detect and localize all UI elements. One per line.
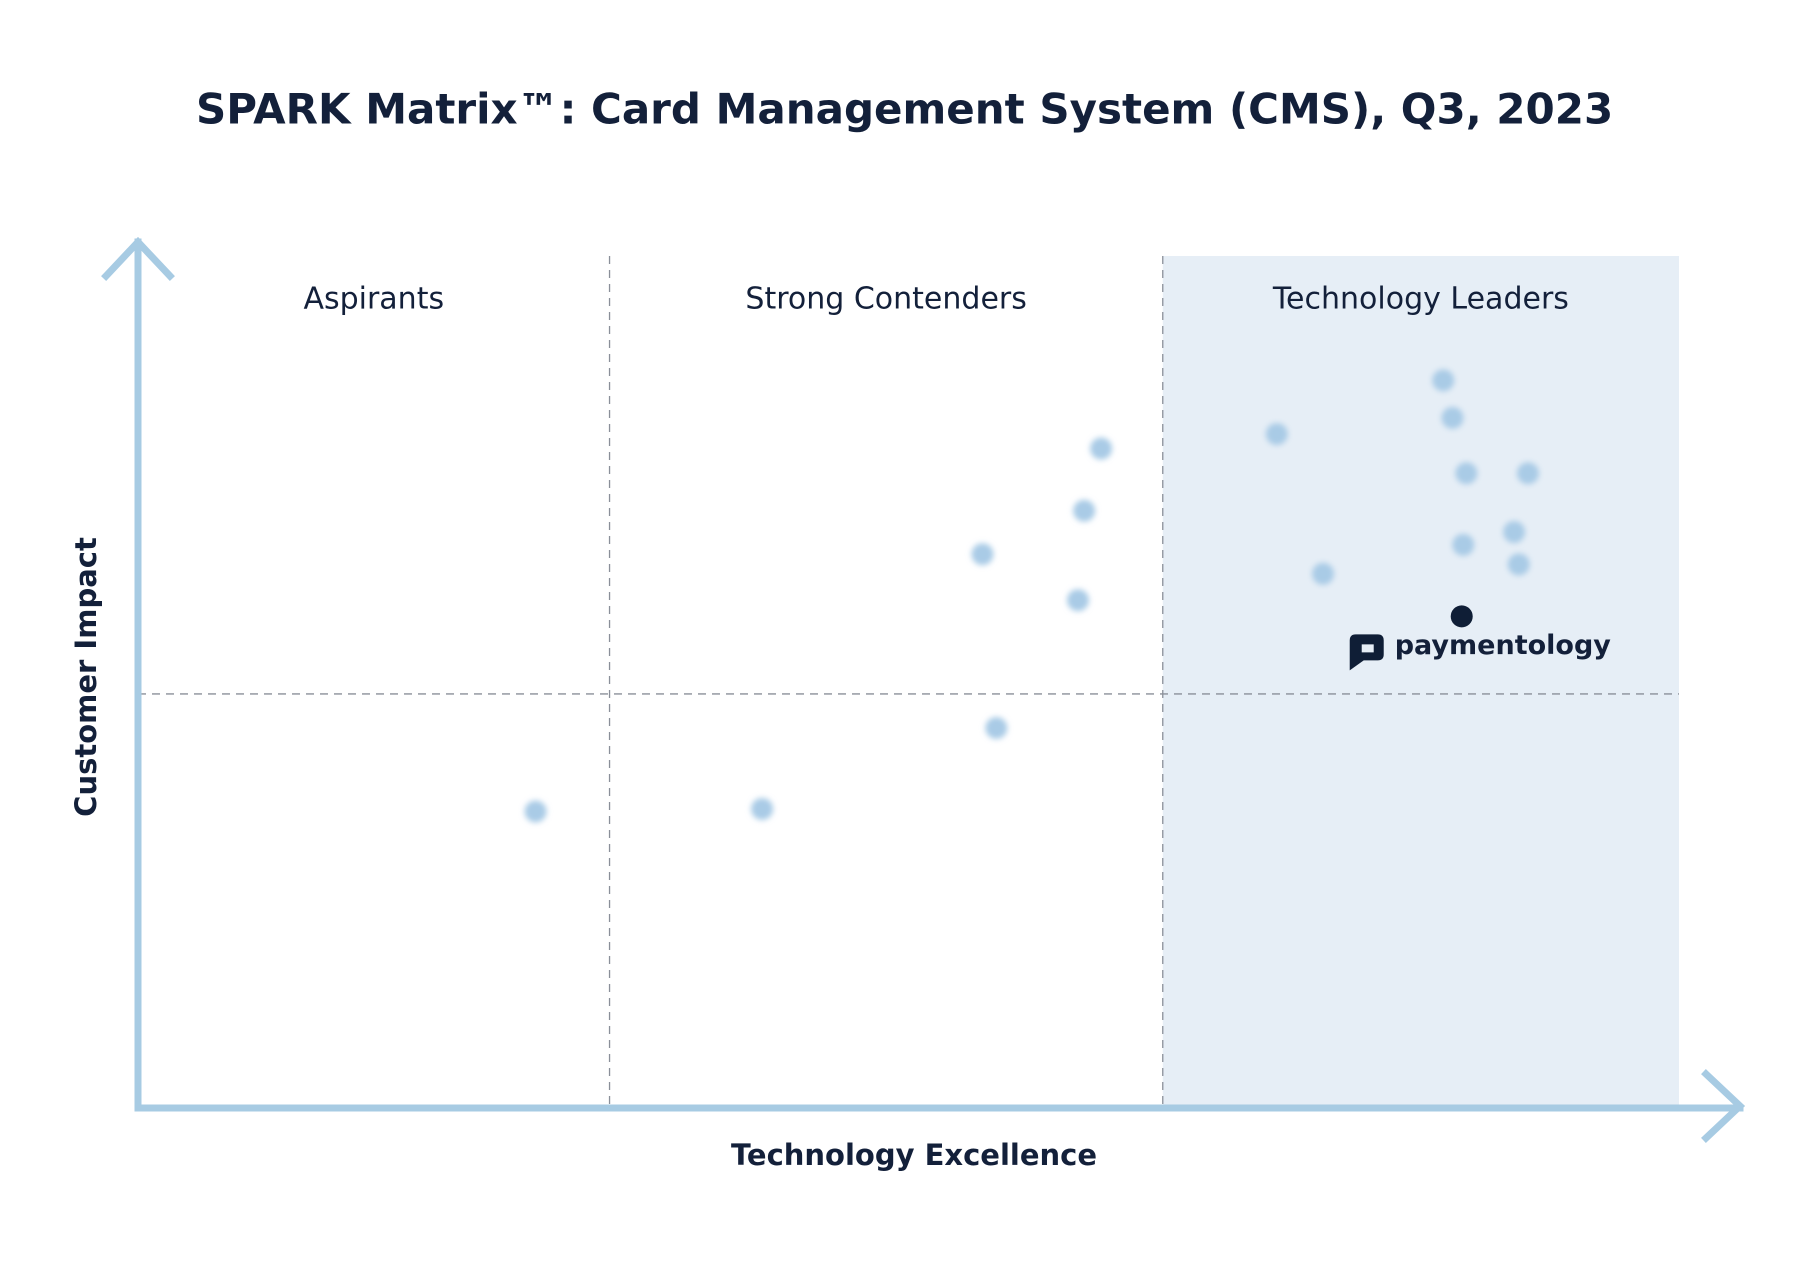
quadrant-label: Aspirants — [303, 282, 444, 317]
vendor-point — [1073, 499, 1096, 522]
vendor-point — [1312, 562, 1335, 585]
y-axis-arrow — [101, 236, 175, 281]
series-label: paymentology — [1395, 630, 1612, 661]
logo-icon — [1349, 634, 1384, 671]
leaders-region — [1162, 256, 1679, 1108]
vendor-point — [1441, 406, 1464, 429]
vendor-point — [524, 800, 547, 823]
x-axis-arrow — [1701, 1069, 1746, 1143]
vendor-point — [971, 543, 994, 566]
vendor-point — [1067, 589, 1090, 612]
vendor-point — [1090, 437, 1113, 460]
vendor-point — [1455, 462, 1478, 485]
vendor-point — [1452, 533, 1475, 556]
vendor-point — [985, 717, 1008, 740]
vendor-point — [1265, 423, 1288, 446]
quadrant-label: Technology Leaders — [1272, 282, 1569, 317]
chart-title: SPARK Matrix™: Card Management System (C… — [196, 85, 1613, 134]
vendor-point — [1507, 553, 1530, 576]
vendor-point — [751, 797, 774, 820]
y-axis-label: Customer Impact — [69, 537, 103, 817]
vendor-point — [1450, 605, 1473, 628]
quadrant-label: Strong Contenders — [745, 282, 1026, 317]
vendor-point — [1516, 462, 1539, 485]
vendor-logo: paymentology — [1349, 630, 1612, 671]
x-axis-label: Technology Excellence — [731, 1138, 1097, 1172]
vendor-point — [1503, 521, 1526, 544]
vendor-point — [1432, 369, 1455, 392]
